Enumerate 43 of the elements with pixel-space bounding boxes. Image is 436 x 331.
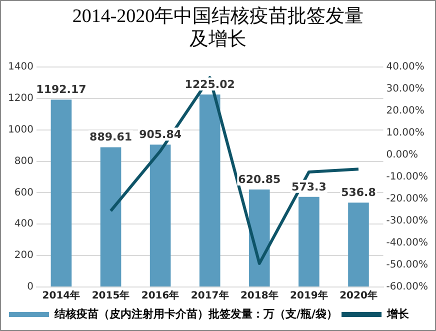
data-label: 536.8 bbox=[341, 186, 376, 200]
y2-tick-label: -50.00% bbox=[386, 260, 428, 271]
y-tick-label: 200 bbox=[14, 250, 34, 262]
bar bbox=[248, 189, 270, 286]
y-tick-label: 400 bbox=[14, 218, 34, 230]
bar bbox=[150, 144, 171, 286]
data-label: 620.85 bbox=[238, 172, 281, 186]
y2-tick-label: 40.00% bbox=[386, 62, 424, 73]
y2-tick-label: -60.00% bbox=[386, 282, 428, 293]
bar bbox=[100, 147, 122, 286]
y2-tick-label: -10.00% bbox=[386, 172, 428, 183]
x-tick-label: 2017年 bbox=[190, 290, 229, 302]
x-tick-label: 2015年 bbox=[92, 290, 130, 302]
y2-tick-label: 10.00% bbox=[386, 128, 424, 139]
y-tick-label: 1200 bbox=[8, 93, 34, 104]
bar bbox=[298, 196, 320, 286]
x-tick-label: 2016年 bbox=[141, 290, 180, 302]
x-tick-label: 2020年 bbox=[340, 290, 378, 302]
bar bbox=[199, 94, 220, 286]
data-label: 905.84 bbox=[139, 128, 182, 142]
y2-tick-label: 0.00% bbox=[386, 150, 418, 161]
data-label: 1225.02 bbox=[184, 78, 235, 91]
y-tick-label: 1000 bbox=[8, 124, 34, 136]
x-tick-label: 2019年 bbox=[290, 290, 328, 302]
bar bbox=[348, 202, 369, 286]
x-tick-label: 2018年 bbox=[240, 290, 278, 302]
chart-title: 2014-2020年中国结核疫苗批签发量及增长 bbox=[71, 5, 365, 51]
y2-tick-label: 30.00% bbox=[386, 84, 424, 95]
y-tick-label: 600 bbox=[14, 187, 34, 198]
bar bbox=[50, 100, 72, 286]
data-label: 889.61 bbox=[90, 130, 132, 144]
y2-tick-label: -40.00% bbox=[386, 238, 428, 249]
y2-tick-label: -20.00% bbox=[386, 194, 428, 205]
y-tick-label: 1400 bbox=[8, 62, 34, 73]
y-tick-label: 0 bbox=[27, 282, 34, 293]
data-label: 573.3 bbox=[292, 180, 326, 194]
y2-tick-label: -30.00% bbox=[386, 216, 428, 227]
x-tick-label: 2014年 bbox=[42, 290, 80, 302]
legend-label: 结核疫苗（皮内注射用卡介苗）批签发量：万（支/瓶/袋） bbox=[54, 307, 338, 320]
y2-tick-label: 20.00% bbox=[386, 106, 424, 117]
y-tick-label: 800 bbox=[14, 156, 34, 167]
data-label: 1192.17 bbox=[36, 83, 86, 96]
legend-label: 增长 bbox=[386, 307, 410, 320]
